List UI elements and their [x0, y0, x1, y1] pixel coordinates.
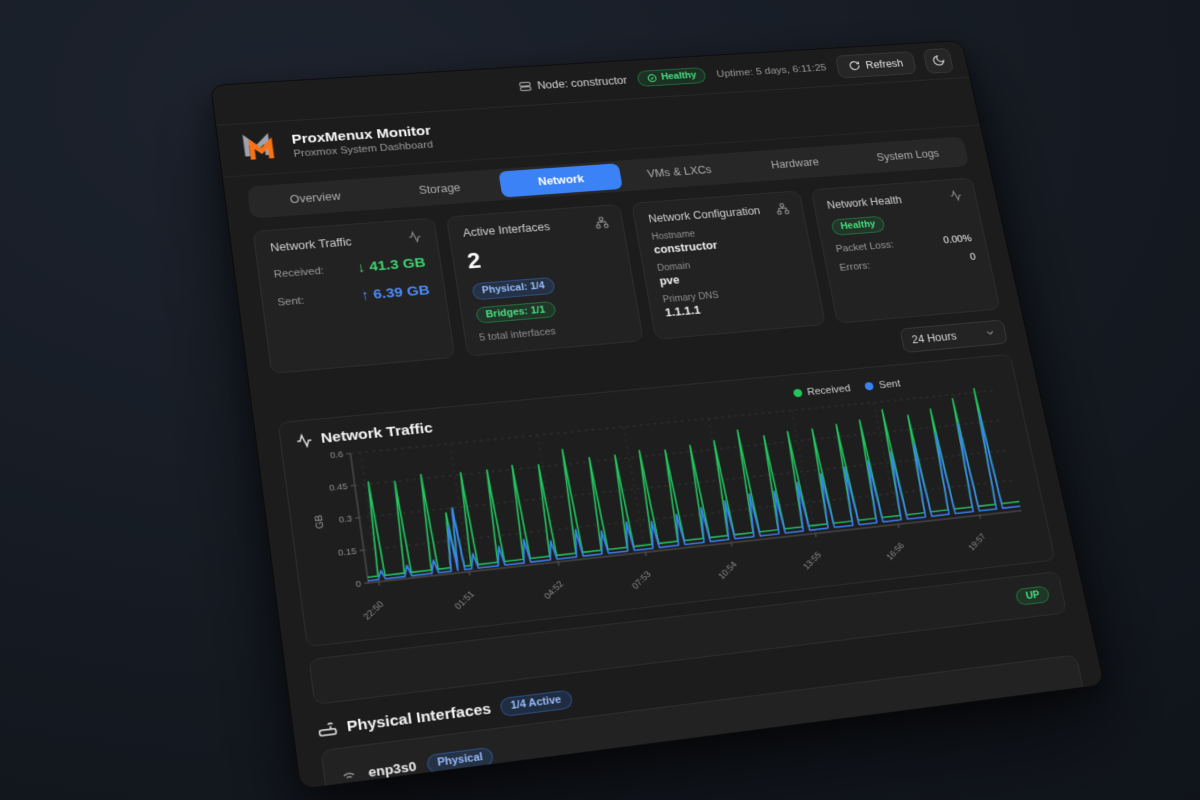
- svg-text:16:56: 16:56: [884, 540, 906, 562]
- network-traffic-chart-card: Network Traffic Received Sent 0 0.15 0.3 0.…: [277, 353, 1056, 648]
- node-indicator: Node: constructor: [517, 74, 628, 92]
- svg-text:13:55: 13:55: [801, 550, 823, 572]
- svg-text:0: 0: [355, 578, 362, 589]
- dashboard-window: Node: constructor Healthy Uptime: 5 days…: [210, 40, 1105, 790]
- bridges-count-badge: Bridges: 1/1: [474, 300, 557, 324]
- svg-text:0.3: 0.3: [338, 513, 353, 524]
- legend-sent: Sent: [864, 378, 901, 392]
- tab-hardware[interactable]: Hardware: [735, 147, 854, 180]
- check-circle-icon: [647, 73, 659, 83]
- tab-storage[interactable]: Storage: [376, 172, 503, 207]
- active-interfaces-count: 2: [465, 248, 483, 274]
- interface-name: enp3s0: [367, 758, 418, 780]
- activity-icon: [407, 230, 420, 243]
- svg-text:04:52: 04:52: [542, 579, 566, 602]
- uptime-label: Uptime: 5 days, 6:11:25: [715, 62, 828, 80]
- network-health-card: Network Health Healthy Packet Loss: 0.00…: [810, 177, 1001, 324]
- tab-vms-lxcs[interactable]: VMs & LXCs: [618, 155, 740, 189]
- received-dot-icon: [792, 388, 803, 398]
- wifi-icon: [339, 766, 358, 784]
- svg-text:GB: GB: [313, 514, 327, 529]
- stat-cards-row: Network Traffic Received: ↓ 41.3 GB Sent…: [252, 177, 1001, 375]
- tab-network[interactable]: Network: [498, 163, 623, 198]
- sent-dot-icon: [864, 381, 875, 391]
- active-interfaces-card: Active Interfaces 2 Physical: 1/4 Bridge…: [445, 203, 644, 357]
- physical-count-badge: Physical: 1/4: [470, 276, 556, 301]
- svg-text:10:54: 10:54: [716, 559, 739, 581]
- app-title-block: ProxMenux Monitor Proxmox System Dashboa…: [291, 123, 434, 159]
- server-icon: [517, 80, 532, 93]
- total-interfaces-label: 5 total interfaces: [478, 326, 557, 344]
- network-traffic-card: Network Traffic Received: ↓ 41.3 GB Sent…: [252, 217, 455, 375]
- svg-text:07:53: 07:53: [630, 569, 653, 591]
- time-range-select[interactable]: 24 Hours: [899, 319, 1009, 354]
- refresh-button[interactable]: Refresh: [834, 50, 917, 79]
- sent-value: ↑ 6.39 GB: [360, 282, 431, 304]
- node-label: Node: constructor: [536, 73, 628, 92]
- activity-icon: [295, 432, 314, 449]
- proxmenux-logo: [238, 131, 283, 165]
- activity-icon: [948, 189, 963, 202]
- section-title: Physical Interfaces: [345, 700, 493, 736]
- tab-overview[interactable]: Overview: [250, 180, 380, 215]
- errors-value: 0: [968, 251, 977, 263]
- moon-icon: [930, 54, 946, 67]
- card-title: Network Health: [825, 193, 903, 212]
- router-icon: [317, 719, 339, 740]
- svg-text:19:57: 19:57: [966, 531, 988, 552]
- traffic-line-chart: 0 0.15 0.3 0.45 0.6 22:50 01:51 04:52 07:53 10:54…: [313, 381, 1040, 622]
- svg-text:0.45: 0.45: [329, 481, 349, 493]
- up-status-badge: UP: [1014, 585, 1051, 606]
- chevron-down-icon: [984, 327, 997, 338]
- card-title: Active Interfaces: [462, 220, 551, 240]
- svg-text:01:51: 01:51: [452, 589, 476, 612]
- theme-toggle-button[interactable]: [922, 47, 954, 74]
- sent-label: Sent:: [276, 294, 305, 308]
- interface-type-badge: Physical: [425, 746, 495, 775]
- active-count-badge: 1/4 Active: [498, 689, 573, 717]
- received-label: Received:: [273, 265, 325, 280]
- received-value: ↓ 41.3 GB: [356, 254, 427, 276]
- network-configuration-card: Network Configuration Hostname construct…: [631, 190, 826, 340]
- card-title: Network Traffic: [269, 235, 353, 255]
- network-tree-icon: [774, 202, 789, 215]
- health-badge: Healthy: [830, 215, 887, 236]
- svg-text:0.6: 0.6: [329, 449, 344, 460]
- tab-system-logs[interactable]: System Logs: [849, 139, 966, 172]
- packet-loss-value: 0.00%: [942, 233, 973, 246]
- svg-text:22:50: 22:50: [361, 599, 386, 622]
- errors-label: Errors:: [838, 260, 872, 273]
- refresh-icon: [848, 60, 862, 71]
- packet-loss-label: Packet Loss:: [834, 239, 895, 255]
- network-nodes-icon: [594, 216, 610, 229]
- svg-text:0.15: 0.15: [337, 546, 357, 558]
- card-title: Network Configuration: [647, 204, 762, 226]
- health-status-badge: Healthy: [636, 67, 708, 87]
- main-content: Overview Storage Network VMs & LXCs Hard…: [223, 125, 1105, 790]
